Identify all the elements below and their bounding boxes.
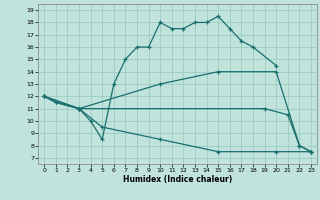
X-axis label: Humidex (Indice chaleur): Humidex (Indice chaleur) [123, 175, 232, 184]
